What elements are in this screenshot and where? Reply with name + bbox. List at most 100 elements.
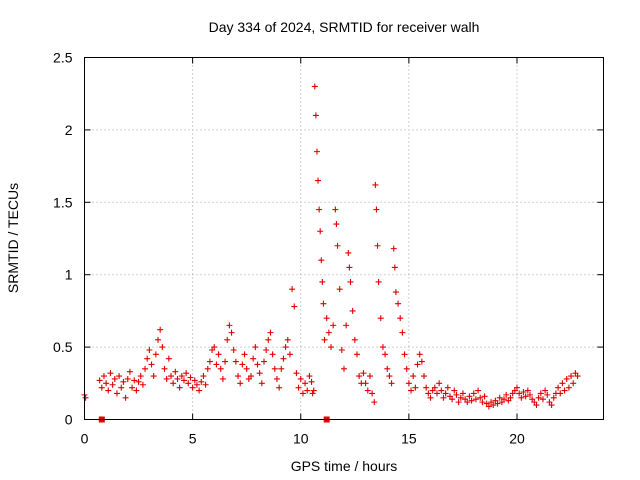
data-point [353,351,360,358]
data-point [183,370,190,377]
data-point [494,400,501,407]
data-point [333,221,340,228]
data-point [399,329,406,336]
data-point [364,387,371,394]
data-point [146,346,153,353]
data-point [318,257,325,264]
data-point [105,387,112,394]
data-point [176,384,183,391]
data-point [555,384,562,391]
data-point [180,377,187,384]
data-point [256,370,263,377]
data-point [302,380,309,387]
data-point [533,402,540,409]
data-point [308,378,315,385]
data-point [436,380,443,387]
data-point [408,387,415,394]
data-point [98,384,105,391]
data-point [392,289,399,296]
data-point [295,384,302,391]
x-axis-label: GPS time / hours [291,458,398,474]
data-point [518,394,525,401]
data-point [379,344,386,351]
data-point [347,278,354,285]
data-point [273,375,280,382]
data-point [248,373,255,380]
data-point [496,394,503,401]
data-point [222,358,229,365]
data-point [468,397,475,404]
data-point [126,368,133,375]
data-point [148,361,155,368]
data-point [213,361,220,368]
data-point [152,351,159,358]
x-tick-label: 5 [189,431,197,447]
data-point [316,206,323,213]
data-point [401,351,408,358]
data-point [526,391,533,398]
data-point [235,373,242,380]
data-point [366,373,373,380]
data-point [345,249,352,256]
data-point [431,384,438,391]
data-point [109,381,116,388]
data-point [537,390,544,397]
data-point [217,365,224,372]
data-point [397,315,404,322]
data-point [187,374,194,381]
data-point [375,278,382,285]
data-point [535,394,542,401]
data-point [191,377,198,384]
data-point [418,358,425,365]
data-point [557,390,564,397]
data-point [306,373,313,380]
data-point [425,390,432,397]
data-point [161,365,168,372]
data-point [280,355,287,362]
data-point [565,384,572,391]
data-point [321,336,328,343]
data-point [453,391,460,398]
data-point [178,373,185,380]
data-point [319,278,326,285]
data-point [144,355,151,362]
data-point [311,83,318,90]
data-point [124,375,131,382]
data-point [304,387,311,394]
data-point [455,399,462,406]
data-point [103,380,110,387]
data-point [334,242,341,249]
data-point [157,326,164,333]
data-point [464,399,471,406]
data-point [438,387,445,394]
data-point [362,380,369,387]
data-point [390,245,397,252]
data-point [544,391,551,398]
data-points [81,83,581,410]
data-point [386,373,393,380]
data-point [265,336,272,343]
data-point [346,264,353,271]
data-point [440,394,447,401]
x-tick-label: 15 [401,431,417,447]
data-point [174,375,181,382]
data-point [155,336,162,343]
data-point [96,377,103,384]
data-point [433,390,440,397]
data-point [356,373,363,380]
data-point [466,393,473,400]
data-point [403,365,410,372]
data-point [377,315,384,322]
data-point [405,380,412,387]
data-point [444,384,451,391]
data-point [325,329,332,336]
data-point [159,344,166,351]
data-point [139,381,146,388]
data-point [395,300,402,307]
data-point [330,322,337,329]
data-point [150,373,157,380]
data-point [481,393,488,400]
y-tick-label: 0.5 [53,339,73,355]
data-point [189,384,196,391]
